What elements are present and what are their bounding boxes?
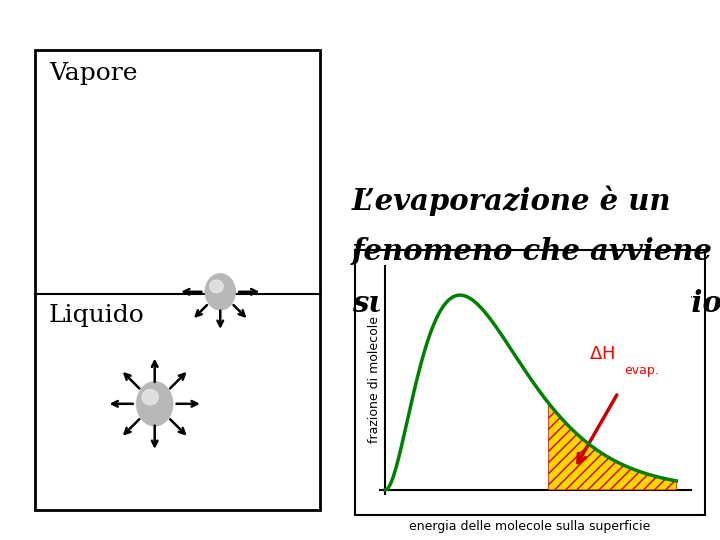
- Text: fenomeno che avviene sulla: fenomeno che avviene sulla: [352, 237, 720, 266]
- Text: Liquido: Liquido: [49, 304, 145, 327]
- Ellipse shape: [210, 280, 223, 293]
- Bar: [35, 50, 320, 510]
- Bar: [355, 250, 705, 515]
- Text: evap.: evap.: [624, 364, 659, 377]
- Ellipse shape: [137, 382, 173, 426]
- Text: energia delle molecole sulla superficie: energia delle molecole sulla superficie: [409, 520, 651, 533]
- Ellipse shape: [142, 389, 158, 405]
- Polygon shape: [549, 403, 677, 490]
- Text: superficie di separazione.: superficie di separazione.: [352, 289, 720, 318]
- Ellipse shape: [205, 274, 235, 310]
- Text: L’evaporazione è un: L’evaporazione è un: [352, 185, 672, 215]
- Text: $\Delta$H: $\Delta$H: [589, 345, 615, 363]
- Y-axis label: frazione di molecole: frazione di molecole: [368, 316, 381, 443]
- Text: Vapore: Vapore: [49, 62, 138, 85]
